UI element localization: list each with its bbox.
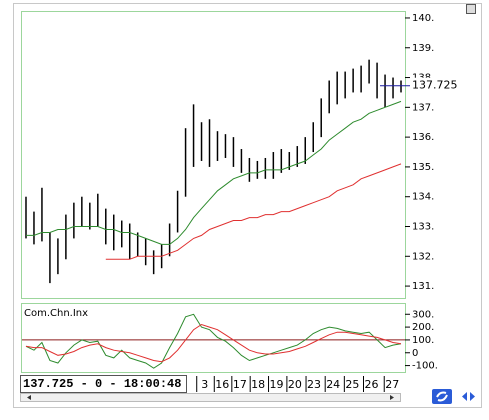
y-tick-label: -100. <box>412 361 438 372</box>
x-tick-label: 17 <box>233 378 247 391</box>
y-tick-label: 136. <box>412 132 434 143</box>
x-tick-label: 16 <box>215 378 229 391</box>
y-tick-label: 140. <box>412 13 434 24</box>
status-box <box>20 375 187 393</box>
y-tick-label: 135. <box>412 162 434 173</box>
scroll-left[interactable] <box>27 395 31 400</box>
x-tick-label: 25 <box>345 378 359 391</box>
indicator-line <box>25 323 402 363</box>
moving-average <box>105 163 402 260</box>
last-value-bg <box>411 77 473 94</box>
y-tick-label: 132. <box>412 251 434 262</box>
x-tick-label: 3 <box>201 378 208 391</box>
panel-button[interactable] <box>466 4 476 14</box>
x-tick-label: 23 <box>307 378 321 391</box>
y-tick-label: 200. <box>412 322 434 333</box>
x-tick-label: 19 <box>270 378 284 391</box>
refresh-icon <box>436 391 448 402</box>
scroll-right[interactable] <box>390 395 394 400</box>
y-tick-label: 133. <box>412 222 434 233</box>
y-tick-label: 300. <box>412 309 434 320</box>
y-tick-label: 131. <box>412 281 434 292</box>
moving-average <box>26 100 402 245</box>
x-tick-label: 20 <box>288 378 302 391</box>
price-panel <box>21 11 406 299</box>
status-text: 137.725 - 0 - 18:00:48 <box>23 377 181 391</box>
indicator-line <box>25 313 402 369</box>
y-tick-label: 100. <box>412 335 434 346</box>
x-tick-label: 26 <box>364 378 378 391</box>
y-tick-label: 139. <box>412 43 434 54</box>
indicator-panel <box>21 303 406 373</box>
refresh-button[interactable] <box>432 389 452 404</box>
y-tick-label: 137. <box>412 102 434 113</box>
nav-right[interactable] <box>470 392 475 401</box>
scrollbar[interactable] <box>20 393 401 402</box>
x-tick-label: 24 <box>326 378 340 391</box>
last-value-label: 137.725 <box>412 79 458 92</box>
x-tick-label: 27 <box>385 378 399 391</box>
x-tick-label: 18 <box>251 378 265 391</box>
y-tick-label: 0 <box>412 348 418 359</box>
y-tick-label: 134. <box>412 192 434 203</box>
indicator-title: Com.Chn.Inx <box>24 308 88 319</box>
nav-left[interactable] <box>462 392 467 401</box>
